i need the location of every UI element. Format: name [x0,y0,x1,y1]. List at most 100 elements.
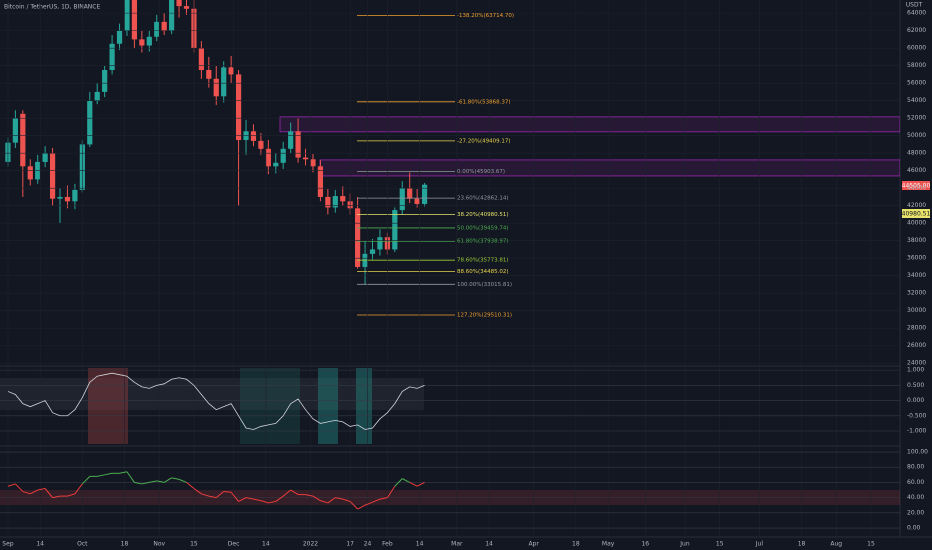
fib-label: 61.80%(37938.97) [457,239,509,245]
fib-price-box [902,209,930,218]
candle-body [206,70,212,79]
rsi-segment [245,497,254,500]
candle-body [317,166,324,197]
x-tick-label: 15 [867,541,875,548]
last-price-box [902,181,930,190]
y-tick-label: 40000 [907,220,926,227]
candle-body [369,249,376,254]
y-tick-label: 44000 [907,185,926,192]
rsi-segment [193,488,202,495]
candle-body [20,113,26,167]
rsi-segment [163,477,172,483]
rsi-segment [305,494,314,497]
rsi-segment [416,481,425,487]
candle-body [310,159,316,167]
rsi-segment [230,491,239,502]
rsi-segment [357,504,366,510]
rsi-segment [290,489,299,496]
fib-label: 88.60%(34485.02) [457,269,509,275]
rsi-segment [178,478,187,483]
candle-body [228,67,234,75]
symbol-header: Bitcoin / TetherUS, 1D, BINANCE [4,4,100,11]
rsi-segment [253,498,261,502]
rsi-segment [208,495,217,499]
x-tick-label: Sep [2,541,14,548]
x-tick-label: Dec [228,541,240,548]
rsi-segment [342,498,351,502]
rsi-segment [97,474,105,477]
y-tick-label: 58000 [907,62,926,69]
x-tick-label: Mar [451,541,463,548]
rsi-segment [156,480,165,483]
y-tick-label: 64000 [907,10,926,17]
fib-label: 78.60%(35773.81) [457,258,509,264]
x-tick-label: 24 [364,541,372,548]
y-tick-label: 26000 [907,342,926,349]
x-tick-label: 17 [346,541,354,548]
candle-body [235,74,242,141]
osc-zone [356,368,372,444]
y-tick-label: 1.000 [907,367,924,374]
fib-label: -138.20%(63714.70) [457,13,514,19]
candle-body [42,153,48,162]
rsi-segment [126,471,135,483]
y-tick-label: 28000 [907,325,926,332]
fib-label: 0.00%(45903.67) [457,169,505,175]
x-tick-label: Apr [529,541,540,548]
rsi-segment [44,488,53,498]
x-tick-label: May [602,541,615,548]
candle-body [250,131,257,141]
candle-body [64,196,71,202]
rsi-segment [134,481,142,485]
x-tick-label: 18 [121,541,129,548]
y-tick-label: -0.500 [907,412,927,419]
y-tick-label: 42000 [907,202,926,209]
candle-body [414,198,420,204]
y-tick-label: 38000 [907,237,926,244]
zone [319,159,900,177]
candle-body [102,70,108,92]
fib-label: -27.20%(49409.17) [457,138,511,144]
candle-body [169,0,175,31]
candle-body [221,67,227,97]
candle-body [154,21,160,37]
rsi-segment [335,497,343,500]
y-tick-label: 60.00 [907,479,924,486]
x-tick-label: Jun [679,541,690,548]
rsi-segment [386,485,396,498]
rsi-segment [171,477,180,480]
currency: USDT [906,2,923,9]
osc-zone [240,368,300,444]
rsi-segment [141,481,150,485]
candle-body [340,196,346,202]
fib-label: 38.20%(40980.51) [457,212,509,218]
rsi-segment [327,497,336,504]
x-tick-label: 18 [798,541,806,548]
x-tick-label: Oct [77,541,88,548]
candle-body [265,148,271,167]
candle-body [377,237,383,250]
rsi-segment [372,498,381,503]
osc-band [0,378,424,410]
rsi-segment [320,500,329,504]
candle-body [407,188,413,199]
zone [279,116,900,133]
x-tick-label: 16 [641,541,649,548]
candle-body [325,196,331,208]
x-tick-label: 15 [716,541,724,548]
rsi-segment [215,491,225,499]
rsi-segment [260,500,269,504]
candle-body [57,196,63,199]
candle-body [288,131,294,149]
candle-body [392,210,398,250]
candle-body [49,153,56,199]
candle-body [295,131,301,158]
rsi-segment [119,471,128,474]
candle-body [332,196,338,208]
candle-body [355,208,361,267]
fib-label: 23.60%(42862.14) [457,196,509,202]
osc-zone [318,368,338,444]
candle-body [131,0,138,40]
candle-body [139,39,145,46]
